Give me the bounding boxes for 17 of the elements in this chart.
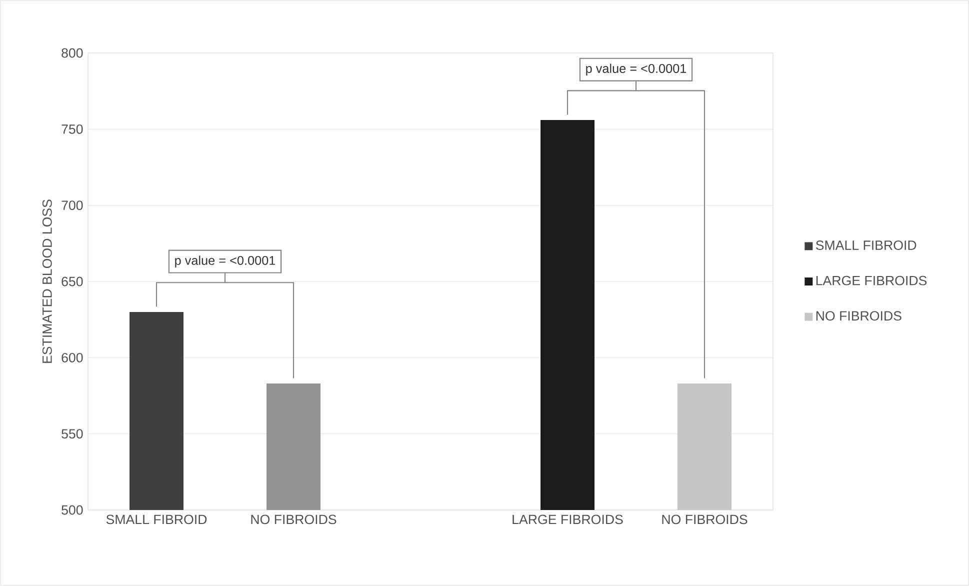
y-axis-title: ESTIMATED BLOOD LOSS <box>42 200 52 363</box>
x-tick-label: SMALL FIBROID <box>106 514 207 524</box>
y-tick-label: 600 <box>62 352 83 362</box>
y-tick-label: 650 <box>62 276 83 286</box>
x-tick-label: LARGE FIBROIDS <box>512 514 623 524</box>
annotation: p value = <0.0001 <box>586 64 686 76</box>
y-tick-label: 800 <box>62 48 83 58</box>
legend-label: LARGE FIBROIDS <box>816 276 927 286</box>
x-tick-label: NO FIBROIDS <box>662 514 748 524</box>
y-tick-label: 550 <box>62 429 83 439</box>
y-tick-label: 700 <box>62 200 83 210</box>
legend-label: SMALL FIBROID <box>816 240 916 250</box>
y-tick-label: 750 <box>62 124 83 134</box>
annotation: p value = <0.0001 <box>175 256 276 268</box>
y-tick-label: 500 <box>62 505 83 515</box>
x-tick-label: NO FIBROIDS <box>251 514 336 524</box>
legend-label: NO FIBROIDS <box>816 311 902 321</box>
